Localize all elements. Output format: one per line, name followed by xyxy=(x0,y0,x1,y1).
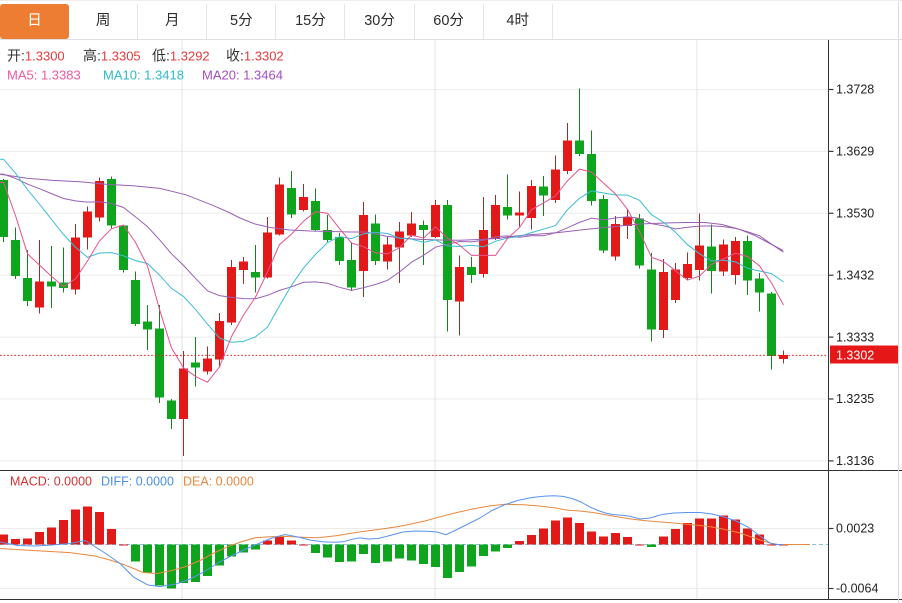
svg-text:-0.0064: -0.0064 xyxy=(836,582,878,596)
svg-text:1.3235: 1.3235 xyxy=(836,392,874,406)
svg-text:1.3629: 1.3629 xyxy=(836,145,874,159)
svg-text:1.3333: 1.3333 xyxy=(836,330,874,344)
svg-text:1.3432: 1.3432 xyxy=(836,268,874,282)
svg-text:1.3136: 1.3136 xyxy=(836,454,874,468)
svg-text:1.3728: 1.3728 xyxy=(836,83,874,97)
svg-text:1.3302: 1.3302 xyxy=(836,348,874,362)
svg-text:1.3530: 1.3530 xyxy=(836,207,874,221)
svg-text:0.0023: 0.0023 xyxy=(836,522,874,536)
